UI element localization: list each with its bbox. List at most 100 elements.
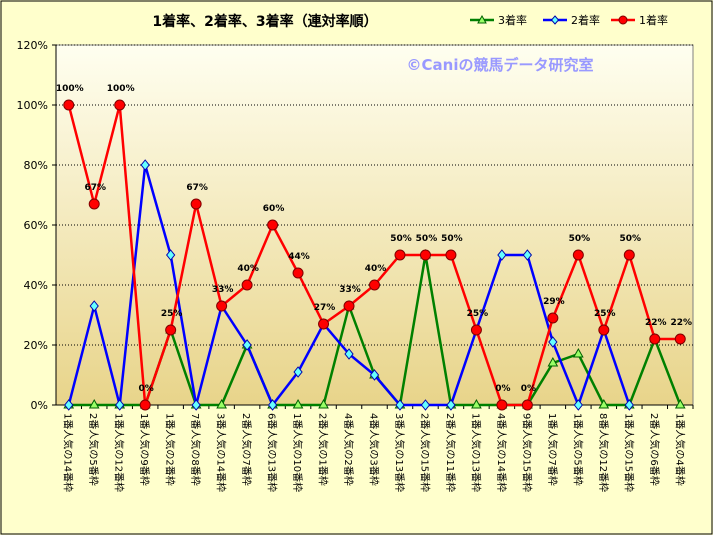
x-tick-label: 2番人気の15番枠 [418,413,431,492]
data-label: 29% [543,297,565,307]
point-circle [165,324,177,336]
data-label: 67% [84,183,106,193]
data-label: 50% [620,234,642,244]
x-tick-label: 1番人気の7番枠 [546,413,559,486]
y-tick-label: 80% [24,159,48,172]
series-3 [63,99,686,411]
data-label: 44% [288,252,310,262]
point-circle [292,267,304,279]
y-tick-label: 20% [24,339,48,352]
y-tick-label: 100% [17,99,48,112]
data-label: 40% [365,264,387,274]
point-circle [394,249,406,261]
point-circle [369,279,380,291]
legend-marker [550,15,560,25]
legend-marker [618,15,628,25]
point-circle [445,249,457,261]
x-tick-label: 1番人気の2番枠 [164,413,177,486]
point-circle [267,219,279,231]
data-label: 40% [237,264,259,274]
point-circle [521,399,533,411]
point-triangle [88,398,100,409]
data-label: 0% [139,384,154,394]
point-circle [496,399,508,411]
data-label: 50% [441,234,463,244]
x-tick-label: 2番人気の1番枠 [317,413,330,486]
point-diamond [497,249,507,261]
point-diamond [548,336,558,348]
legend: 3着率 2着率 1着率 [470,13,668,27]
x-tick-label: 2番人気の5番枠 [87,413,100,486]
x-tick-label: 1番人気の12番枠 [113,413,126,492]
x-tick-label: 1番人気の9番枠 [138,413,151,486]
point-diamond [64,399,74,411]
point-circle [139,399,151,411]
data-label: 0% [495,384,510,394]
x-tick-label: 4番人気の3番枠 [368,413,381,486]
data-label: 0% [521,384,536,394]
legend-label: 1着率 [639,13,668,27]
data-label: 100% [107,84,135,94]
y-tick-label: 0% [31,399,48,412]
point-diamond [369,369,380,381]
x-tick-label: 1番人気の13番枠 [469,413,482,492]
point-triangle [471,398,482,409]
point-diamond [446,399,456,411]
point-triangle [547,356,559,367]
point-circle [623,249,635,261]
point-diamond [267,399,278,411]
point-circle [419,249,431,261]
data-labels: 100%67%100%0%25%67%33%40%60%44%27%33%40%… [56,84,692,394]
x-tick-label: 7番人気の8番枠 [189,413,202,486]
point-circle [674,333,686,345]
point-circle [114,99,126,111]
point-diamond [522,249,533,261]
x-tick-label: 1番人気の10番枠 [291,413,304,492]
point-diamond [89,300,99,312]
point-circle [63,99,75,111]
point-diamond [115,399,125,411]
data-label: 27% [314,303,336,313]
data-label: 67% [186,183,208,193]
point-triangle [598,398,610,409]
x-tick-label: 1番人気の15番枠 [622,413,635,492]
data-label: 50% [416,234,438,244]
point-diamond [344,348,354,360]
point-triangle [318,398,329,409]
x-tick-label: 6番人気の13番枠 [266,413,279,492]
x-tick-label: 2番人気の6番枠 [648,413,661,486]
point-diamond [166,249,176,261]
point-diamond [140,159,150,171]
chart-title: 1着率、2着率、3着率（連対率順） [152,13,377,30]
x-tick-label: 3番人気の14番枠 [215,413,228,492]
x-tick-label: 2番人気の11番枠 [444,413,457,492]
point-circle [241,279,253,291]
data-label: 25% [467,309,489,319]
legend-label: 3着率 [498,13,527,27]
x-tick-label: 2番人気の7番枠 [240,413,253,486]
point-circle [547,312,559,324]
x-tick-label: 4番人気の14番枠 [495,413,508,492]
point-circle [190,198,202,210]
series-group [63,99,686,411]
y-tick-label: 120% [17,39,48,52]
x-tick-label: 1番人気の5番枠 [571,413,584,486]
data-label: 50% [390,234,412,244]
point-circle [216,300,228,312]
data-label: 50% [569,234,591,244]
data-label: 22% [670,318,692,328]
point-circle [88,198,100,210]
watermark-text: ©Caniの競馬データ研究室 [407,56,594,74]
point-circle [318,318,330,330]
x-axis-ticks: 1番人気の14番枠 2番人気の5番枠 1番人気の12番枠 1番人気の9番枠 1番人気の2… [62,405,694,492]
point-circle [598,324,610,336]
point-triangle [216,398,227,409]
point-circle [470,324,482,336]
x-tick-label: 9番人気の15番枠 [520,413,533,492]
x-tick-label: 4番人気の2番枠 [342,413,355,486]
data-label: 33% [339,285,361,295]
x-tick-label: 1番人気の4番枠 [673,413,686,486]
point-circle [649,333,661,345]
